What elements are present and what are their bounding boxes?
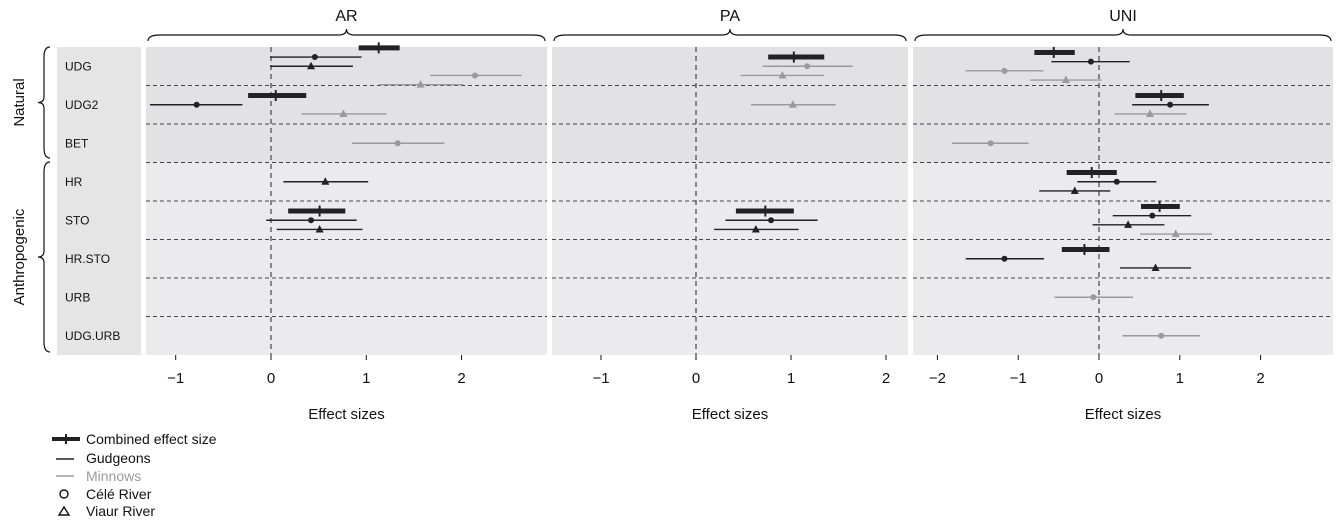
minnows-cele-marker: [987, 140, 994, 147]
natural-brace: [37, 46, 51, 159]
gudgeons-cele-marker: [193, 101, 200, 108]
row-label: HR: [65, 175, 83, 189]
gudgeons-viaur-marker: [321, 177, 330, 185]
x-tick-label: 0: [1095, 370, 1103, 387]
legend-cele-marker: [59, 489, 69, 499]
panel-brace: [553, 28, 907, 42]
x-tick-label: −1: [167, 370, 184, 387]
legend-gudgeons-label: Gudgeons: [86, 450, 151, 466]
minnows-viaur-marker: [778, 70, 787, 79]
gudgeons-viaur-marker: [307, 61, 316, 70]
gudgeons-cele-marker: [1113, 178, 1120, 185]
x-tick-label: 2: [882, 370, 890, 387]
x-tick-label: −1: [592, 370, 609, 387]
anthropogenic-brace: [37, 161, 51, 353]
row-label: UDG: [65, 59, 92, 73]
legend-viaur-marker: [57, 505, 71, 516]
gudgeons-viaur-marker: [1151, 263, 1160, 271]
x-tick-label: −1: [1010, 370, 1027, 387]
panel-title: PA: [720, 8, 740, 25]
minnows-cele-marker: [1001, 67, 1008, 74]
panel-bg-natural: [913, 47, 1333, 163]
minnows-cele-marker: [471, 72, 478, 79]
row-label: URB: [65, 290, 90, 304]
minnows-cele-marker: [1158, 332, 1165, 339]
minnows-viaur-marker: [416, 80, 425, 88]
minnows-cele-marker: [1090, 294, 1097, 301]
gudgeons-cele-marker: [1167, 101, 1174, 108]
x-axis-label: Effect sizes: [1085, 406, 1161, 423]
minnows-viaur-marker: [339, 109, 348, 117]
panel-brace: [914, 28, 1332, 42]
group-label-anthropogenic: Anthropogenic: [11, 208, 28, 305]
x-tick-label: −2: [929, 370, 946, 387]
x-tick-label: 2: [457, 370, 465, 387]
minnows-viaur-marker: [1061, 75, 1070, 84]
gudgeons-viaur-marker: [315, 224, 324, 233]
panel-title: UNI: [1109, 8, 1137, 25]
gudgeons-cele-marker: [1001, 255, 1008, 262]
panel-title: AR: [335, 8, 357, 25]
row-label-strip: [57, 47, 141, 355]
row-label: UDG2: [65, 98, 99, 112]
legend-viaur-label: Viaur River: [86, 503, 155, 519]
gudgeons-cele-marker: [308, 217, 315, 224]
x-tick-label: 0: [692, 370, 700, 387]
gudgeons-cele-marker: [768, 217, 775, 224]
minnows-viaur-marker: [788, 100, 797, 108]
gudgeons-cele-marker: [1087, 58, 1094, 65]
legend-cele-label: Célé River: [86, 486, 152, 502]
gudgeons-cele-marker: [311, 54, 318, 61]
panel-bg-anthropogenic: [552, 162, 908, 355]
minnows-viaur-marker: [1171, 229, 1180, 238]
panel-bg-anthropogenic: [146, 162, 547, 355]
row-label: UDG.URB: [65, 329, 120, 343]
minnows-cele-marker: [804, 63, 811, 70]
x-tick-label: 0: [267, 370, 275, 387]
legend-combined-label: Combined effect size: [86, 431, 217, 447]
x-tick-label: 1: [1176, 370, 1184, 387]
x-tick-label: 1: [787, 370, 795, 387]
row-label: STO: [65, 213, 89, 227]
row-label: HR.STO: [65, 252, 110, 266]
gudgeons-viaur-marker: [1124, 220, 1133, 228]
row-label: BET: [65, 136, 89, 150]
legend-minnows-label: Minnows: [86, 468, 141, 484]
minnows-cele-marker: [394, 140, 401, 147]
panel-bg-natural: [552, 47, 908, 163]
minnows-viaur-marker: [1145, 109, 1154, 117]
x-tick-label: 2: [1256, 370, 1264, 387]
x-axis-label: Effect sizes: [308, 406, 384, 423]
group-label-natural: Natural: [11, 78, 28, 126]
x-tick-label: 1: [362, 370, 370, 387]
gudgeons-viaur-marker: [751, 224, 760, 233]
panel-brace: [147, 28, 546, 42]
gudgeons-cele-marker: [1149, 212, 1156, 219]
x-axis-label: Effect sizes: [692, 406, 768, 423]
gudgeons-viaur-marker: [1070, 186, 1079, 194]
